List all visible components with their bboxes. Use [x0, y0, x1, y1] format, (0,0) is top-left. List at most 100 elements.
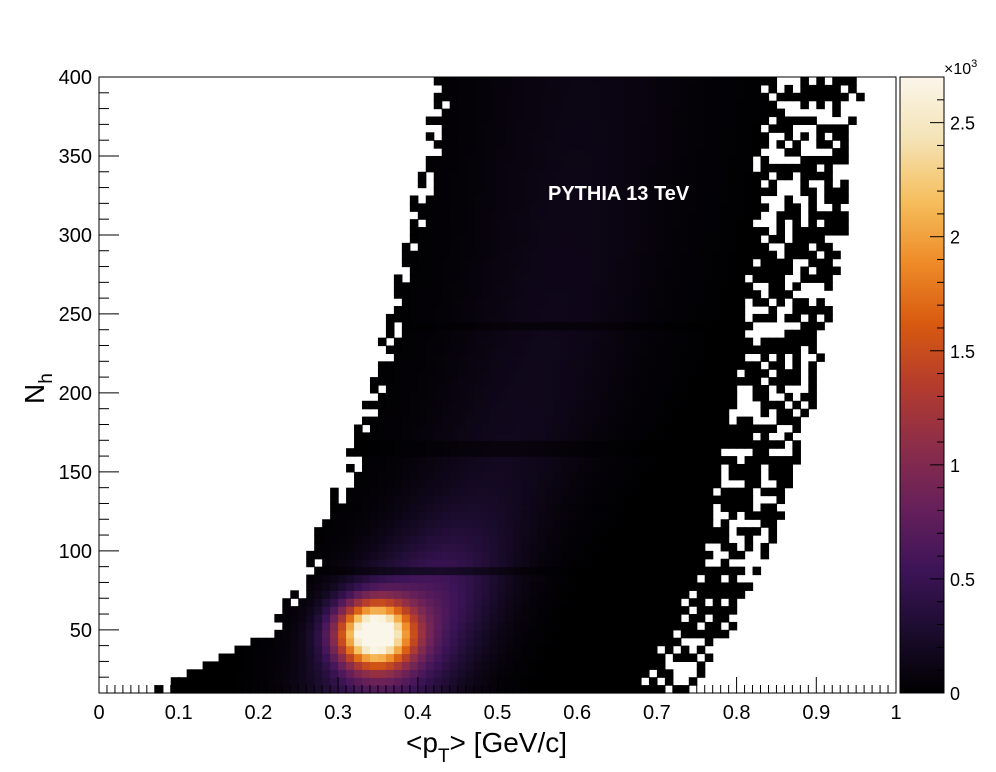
heatmap-cell [513, 92, 523, 102]
heatmap-cell [354, 645, 363, 655]
heatmap-cell [792, 227, 801, 236]
heatmap-cell [601, 250, 610, 260]
heatmap-cell [521, 456, 530, 465]
heatmap-cell [601, 377, 610, 386]
heatmap-cell [465, 527, 475, 536]
heatmap-cell [632, 148, 642, 157]
heatmap-cell [473, 100, 483, 110]
heatmap-cell [832, 108, 841, 118]
heatmap-cell [465, 392, 475, 402]
heatmap-cell [521, 132, 530, 141]
heatmap-cell [393, 290, 403, 299]
heatmap-cell [744, 321, 754, 331]
heatmap-cell [632, 258, 642, 268]
heatmap-cell [385, 313, 395, 323]
heatmap-cell [385, 669, 395, 678]
heatmap-cell [808, 163, 817, 173]
heatmap-cell [497, 345, 507, 355]
heatmap-cell [481, 329, 491, 339]
heatmap-cell [648, 542, 658, 552]
heatmap-cell [601, 574, 610, 584]
heatmap-cell [593, 590, 602, 599]
heatmap-cell [449, 171, 459, 181]
heatmap-cell [553, 337, 562, 347]
heatmap-cell [529, 392, 538, 402]
heatmap-cell [489, 590, 499, 599]
heatmap-cell [569, 321, 578, 331]
heatmap-cell [601, 266, 610, 276]
heatmap-cell [497, 353, 507, 362]
heatmap-cell [712, 148, 722, 157]
heatmap-cell [672, 582, 682, 591]
heatmap-cell [672, 574, 682, 584]
heatmap-cell [521, 290, 530, 299]
heatmap-cell [569, 187, 578, 197]
heatmap-cell [593, 274, 602, 283]
heatmap-cell [481, 527, 491, 536]
heatmap-cell [505, 645, 515, 655]
heatmap-cell [545, 124, 554, 133]
heatmap-cell [497, 108, 507, 118]
heatmap-cell [489, 614, 499, 623]
heatmap-cell [473, 385, 483, 394]
heatmap-cell [473, 203, 483, 212]
heatmap-cell [465, 479, 475, 489]
heatmap-cell [497, 219, 507, 228]
heatmap-cell [481, 471, 491, 481]
heatmap-cell [688, 479, 698, 489]
heatmap-cell [680, 495, 690, 505]
heatmap-cell [537, 148, 546, 157]
heatmap-cell [625, 187, 634, 197]
heatmap-cell [776, 140, 786, 149]
heatmap-cell [537, 345, 546, 355]
heatmap-cell [664, 558, 674, 568]
heatmap-cell [609, 511, 618, 520]
heatmap-cell [569, 408, 578, 418]
heatmap-cell [728, 148, 738, 157]
heatmap-cell [433, 400, 443, 410]
heatmap-cell [433, 566, 443, 576]
heatmap-cell [776, 116, 786, 125]
heatmap-cell [664, 211, 674, 220]
heatmap-cell [298, 661, 307, 670]
heatmap-cell [314, 550, 323, 560]
heatmap-cell [696, 290, 706, 299]
heatmap-cell [449, 211, 459, 220]
heatmap-cell [569, 385, 578, 394]
heatmap-cell [449, 408, 459, 418]
heatmap-cell [401, 590, 411, 599]
heatmap-cell [513, 108, 523, 118]
heatmap-cell [609, 148, 618, 157]
heatmap-cell [712, 424, 722, 433]
heatmap-cell [800, 266, 809, 276]
heatmap-cell [664, 313, 674, 323]
heatmap-cell [330, 535, 339, 544]
heatmap-cell [632, 471, 642, 481]
heatmap-cell [489, 298, 499, 307]
heatmap-cell [664, 519, 674, 528]
heatmap-cell [672, 242, 682, 252]
heatmap-cell [385, 629, 395, 639]
heatmap-cell [712, 400, 722, 410]
heatmap-cell [354, 424, 363, 433]
heatmap-cell [712, 108, 722, 118]
heatmap-cell [457, 669, 467, 678]
heatmap-cell [385, 424, 395, 433]
heatmap-cell [680, 234, 690, 244]
heatmap-cell [497, 582, 507, 591]
heatmap-cell [752, 211, 762, 220]
heatmap-cell [585, 653, 594, 663]
heatmap-cell [401, 298, 411, 307]
heatmap-cell [744, 132, 754, 141]
heatmap-cell [521, 234, 530, 244]
heatmap-cell [728, 203, 738, 212]
heatmap-cell [720, 408, 730, 418]
heatmap-cell [648, 171, 658, 181]
heatmap-cell [712, 179, 722, 189]
heatmap-cell [314, 566, 323, 576]
heatmap-cell [617, 558, 626, 568]
heatmap-cell [314, 535, 323, 544]
heatmap-cell [425, 377, 435, 386]
heatmap-cell [648, 298, 658, 307]
heatmap-cell [505, 337, 515, 347]
